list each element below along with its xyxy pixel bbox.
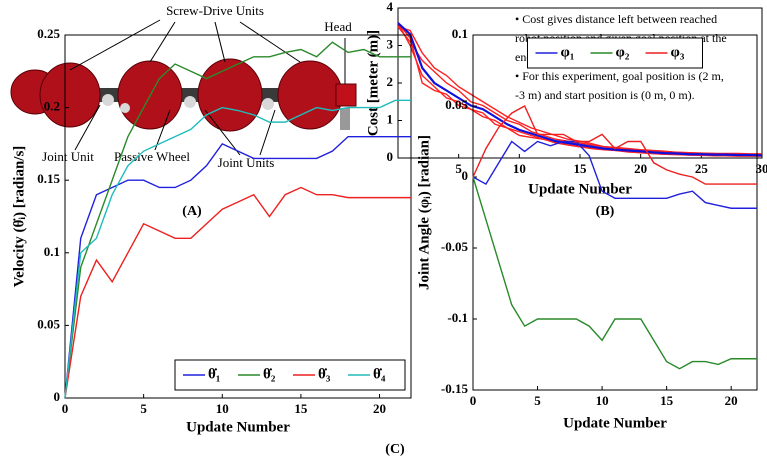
y-tick-label: -0.1 bbox=[447, 310, 468, 325]
legend-label: θ̇₄ bbox=[373, 366, 386, 382]
legend-label: θ̇₁ bbox=[208, 366, 220, 382]
annotation: Screw-Drive Units bbox=[166, 3, 264, 18]
panel-caption: (A) bbox=[182, 204, 202, 219]
legend-label: φ₁ bbox=[561, 44, 575, 60]
annotation: Joint Unit bbox=[42, 149, 94, 164]
legend-label: θ̇₂ bbox=[263, 366, 276, 382]
x-tick-label: 20 bbox=[725, 393, 738, 408]
y-tick-label: 0.1 bbox=[44, 244, 60, 259]
x-axis-label: Update Number bbox=[528, 181, 632, 197]
x-axis-label: Update Number bbox=[563, 415, 667, 431]
data-line bbox=[472, 140, 757, 209]
y-tick-label: 0.25 bbox=[37, 26, 60, 41]
x-tick-label: 20 bbox=[634, 161, 647, 176]
x-tick-label: 10 bbox=[596, 393, 609, 408]
data-line bbox=[64, 41, 411, 399]
x-tick-label: 20 bbox=[373, 401, 386, 416]
x-tick-label: 30 bbox=[756, 161, 767, 176]
y-axis-label: Cost [meter (m)] bbox=[365, 30, 381, 136]
annotation: Passive Wheel bbox=[114, 149, 190, 164]
x-tick-label: 15 bbox=[294, 401, 308, 416]
y-tick-label: 4 bbox=[387, 0, 394, 14]
plot-frame bbox=[472, 34, 758, 391]
y-tick-label: 3 bbox=[387, 36, 394, 51]
annotation: • For this experiment, goal position is … bbox=[515, 69, 724, 83]
panel-caption: (C) bbox=[385, 442, 405, 457]
y-tick-label: 0.05 bbox=[445, 97, 468, 112]
y-tick-label: 0 bbox=[54, 389, 61, 404]
y-axis-label: Velocity (θ̇ᵢ) [radian/s] bbox=[11, 146, 27, 288]
y-tick-label: 0.05 bbox=[37, 316, 60, 331]
data-line bbox=[397, 22, 762, 157]
y-tick-label: 2 bbox=[387, 74, 394, 89]
legend-label: φ₃ bbox=[671, 44, 685, 60]
data-line bbox=[472, 176, 757, 370]
data-line bbox=[64, 186, 411, 399]
y-axis-label: Joint Angle (φᵢ) [radian] bbox=[416, 135, 432, 290]
y-tick-label: 0.2 bbox=[44, 99, 60, 114]
y-tick-label: -0.05 bbox=[441, 239, 469, 254]
data-line bbox=[472, 105, 757, 185]
y-tick-label: 0 bbox=[387, 149, 394, 164]
data-line bbox=[64, 135, 411, 399]
y-tick-label: 0.15 bbox=[37, 171, 60, 186]
y-tick-label: -0.15 bbox=[441, 381, 469, 396]
y-tick-label: 1 bbox=[387, 111, 394, 126]
x-axis-label: Update Number bbox=[186, 419, 290, 435]
x-tick-label: 10 bbox=[216, 401, 229, 416]
callout-arrows bbox=[69, 19, 346, 156]
x-tick-label: 0 bbox=[470, 393, 477, 408]
x-tick-label: 5 bbox=[534, 393, 541, 408]
x-tick-label: 5 bbox=[140, 401, 147, 416]
legend-label: φ₂ bbox=[616, 44, 630, 60]
x-tick-label: 5 bbox=[455, 161, 462, 176]
y-tick-label: 0 bbox=[462, 168, 469, 183]
annotation: Head bbox=[324, 19, 352, 34]
annotation: • Cost gives distance left between reach… bbox=[515, 12, 717, 26]
x-tick-label: 15 bbox=[574, 161, 588, 176]
data-line bbox=[64, 99, 411, 399]
x-tick-label: 0 bbox=[62, 401, 69, 416]
x-tick-label: 25 bbox=[695, 161, 709, 176]
plot-frame bbox=[64, 34, 412, 399]
annotation: Joint Units bbox=[218, 155, 275, 170]
legend-label: θ̇₃ bbox=[318, 366, 331, 382]
panel-caption: (B) bbox=[596, 204, 615, 219]
y-tick-label: 0.1 bbox=[452, 26, 468, 41]
x-tick-label: 15 bbox=[660, 393, 674, 408]
annotation: -3 m) and start position is (0 m, 0 m). bbox=[515, 88, 695, 102]
x-tick-label: 10 bbox=[513, 161, 526, 176]
robot-illustration bbox=[10, 58, 357, 132]
